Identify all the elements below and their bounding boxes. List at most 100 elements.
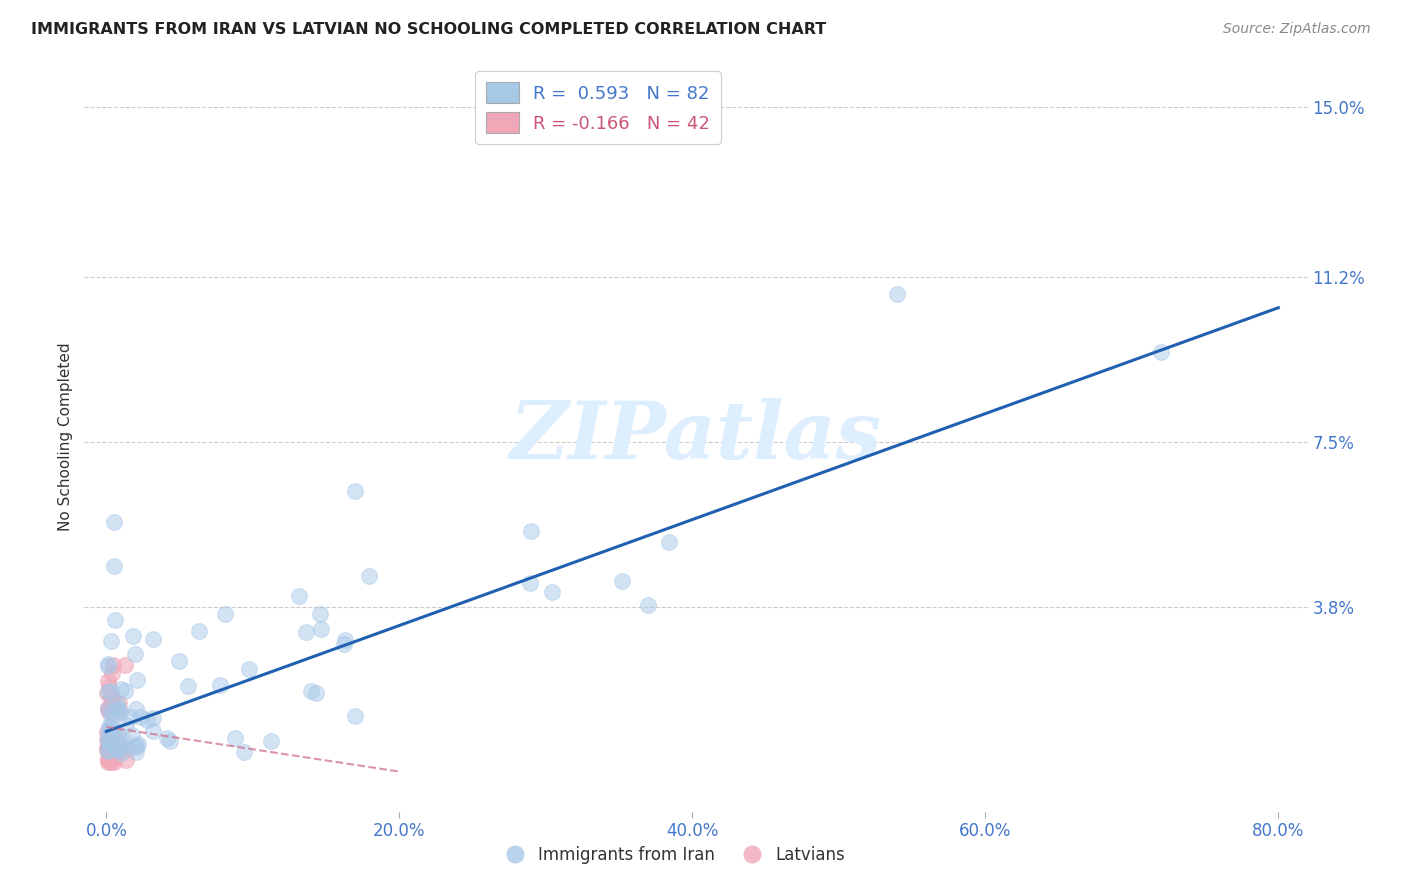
Point [105,732,128,747]
Point [357,569,380,583]
Point [115,718,138,732]
Point [96,741,118,756]
Point [97,701,120,715]
Point [637,599,659,613]
Point [107,747,129,761]
Point [333,632,356,647]
Point [103,744,125,758]
Point [120,710,142,724]
Point [100,752,122,766]
Point [114,753,136,767]
Point [127,737,149,751]
Point [124,740,146,755]
Point [110,746,132,760]
Point [104,739,127,753]
Point [344,483,367,498]
Point [98,735,121,749]
Point [98,718,121,732]
Point [96,739,118,753]
Point [309,607,332,621]
Point [101,657,124,672]
Point [103,515,125,529]
Point [100,737,122,751]
Point [108,743,131,757]
Point [97,753,120,767]
Point [97,731,120,745]
Point [305,686,328,700]
Point [103,559,125,574]
Point [288,589,311,603]
Point [115,742,138,756]
Point [98,728,121,742]
Point [104,741,127,756]
Point [142,724,165,739]
Point [100,691,122,706]
Y-axis label: No Schooling Completed: No Schooling Completed [58,343,73,532]
Text: IMMIGRANTS FROM IRAN VS LATVIAN NO SCHOOLING COMPLETED CORRELATION CHART: IMMIGRANTS FROM IRAN VS LATVIAN NO SCHOO… [31,22,827,37]
Text: Source: ZipAtlas.com: Source: ZipAtlas.com [1223,22,1371,37]
Point [98,684,121,698]
Point [299,684,322,698]
Point [100,705,122,719]
Point [112,734,135,748]
Point [97,702,120,716]
Point [208,677,231,691]
Point [238,662,260,676]
Point [108,740,131,755]
Point [104,740,127,755]
Legend: Immigrants from Iran, Latvians: Immigrants from Iran, Latvians [492,839,852,871]
Point [96,725,118,739]
Point [224,731,246,746]
Point [100,709,122,723]
Point [127,673,149,687]
Point [121,728,143,742]
Point [295,624,318,639]
Point [97,701,120,715]
Point [100,737,122,751]
Point [101,733,124,747]
Point [520,524,543,538]
Point [124,647,146,661]
Point [177,679,200,693]
Point [96,731,118,746]
Point [96,742,118,756]
Point [343,709,366,723]
Point [886,287,908,301]
Point [100,633,122,648]
Point [260,734,283,748]
Point [96,686,118,700]
Point [101,666,124,681]
Point [658,535,681,549]
Point [108,739,131,754]
Point [100,721,122,735]
Point [142,632,165,646]
Point [97,744,120,758]
Point [135,713,157,727]
Point [98,742,121,756]
Point [187,624,209,638]
Point [107,696,129,710]
Point [97,755,120,769]
Point [97,673,120,688]
Point [108,705,131,719]
Point [110,737,132,751]
Point [101,751,124,765]
Point [97,657,120,672]
Point [156,731,179,745]
Point [100,689,122,703]
Point [100,699,122,714]
Point [98,680,121,694]
Point [97,685,120,699]
Point [114,684,136,698]
Point [97,752,120,766]
Point [103,755,125,769]
Point [97,739,120,753]
Point [104,613,127,627]
Point [100,755,122,769]
Point [142,711,165,725]
Point [114,657,136,672]
Point [1150,345,1173,359]
Point [333,637,356,651]
Point [125,739,148,753]
Point [122,629,145,643]
